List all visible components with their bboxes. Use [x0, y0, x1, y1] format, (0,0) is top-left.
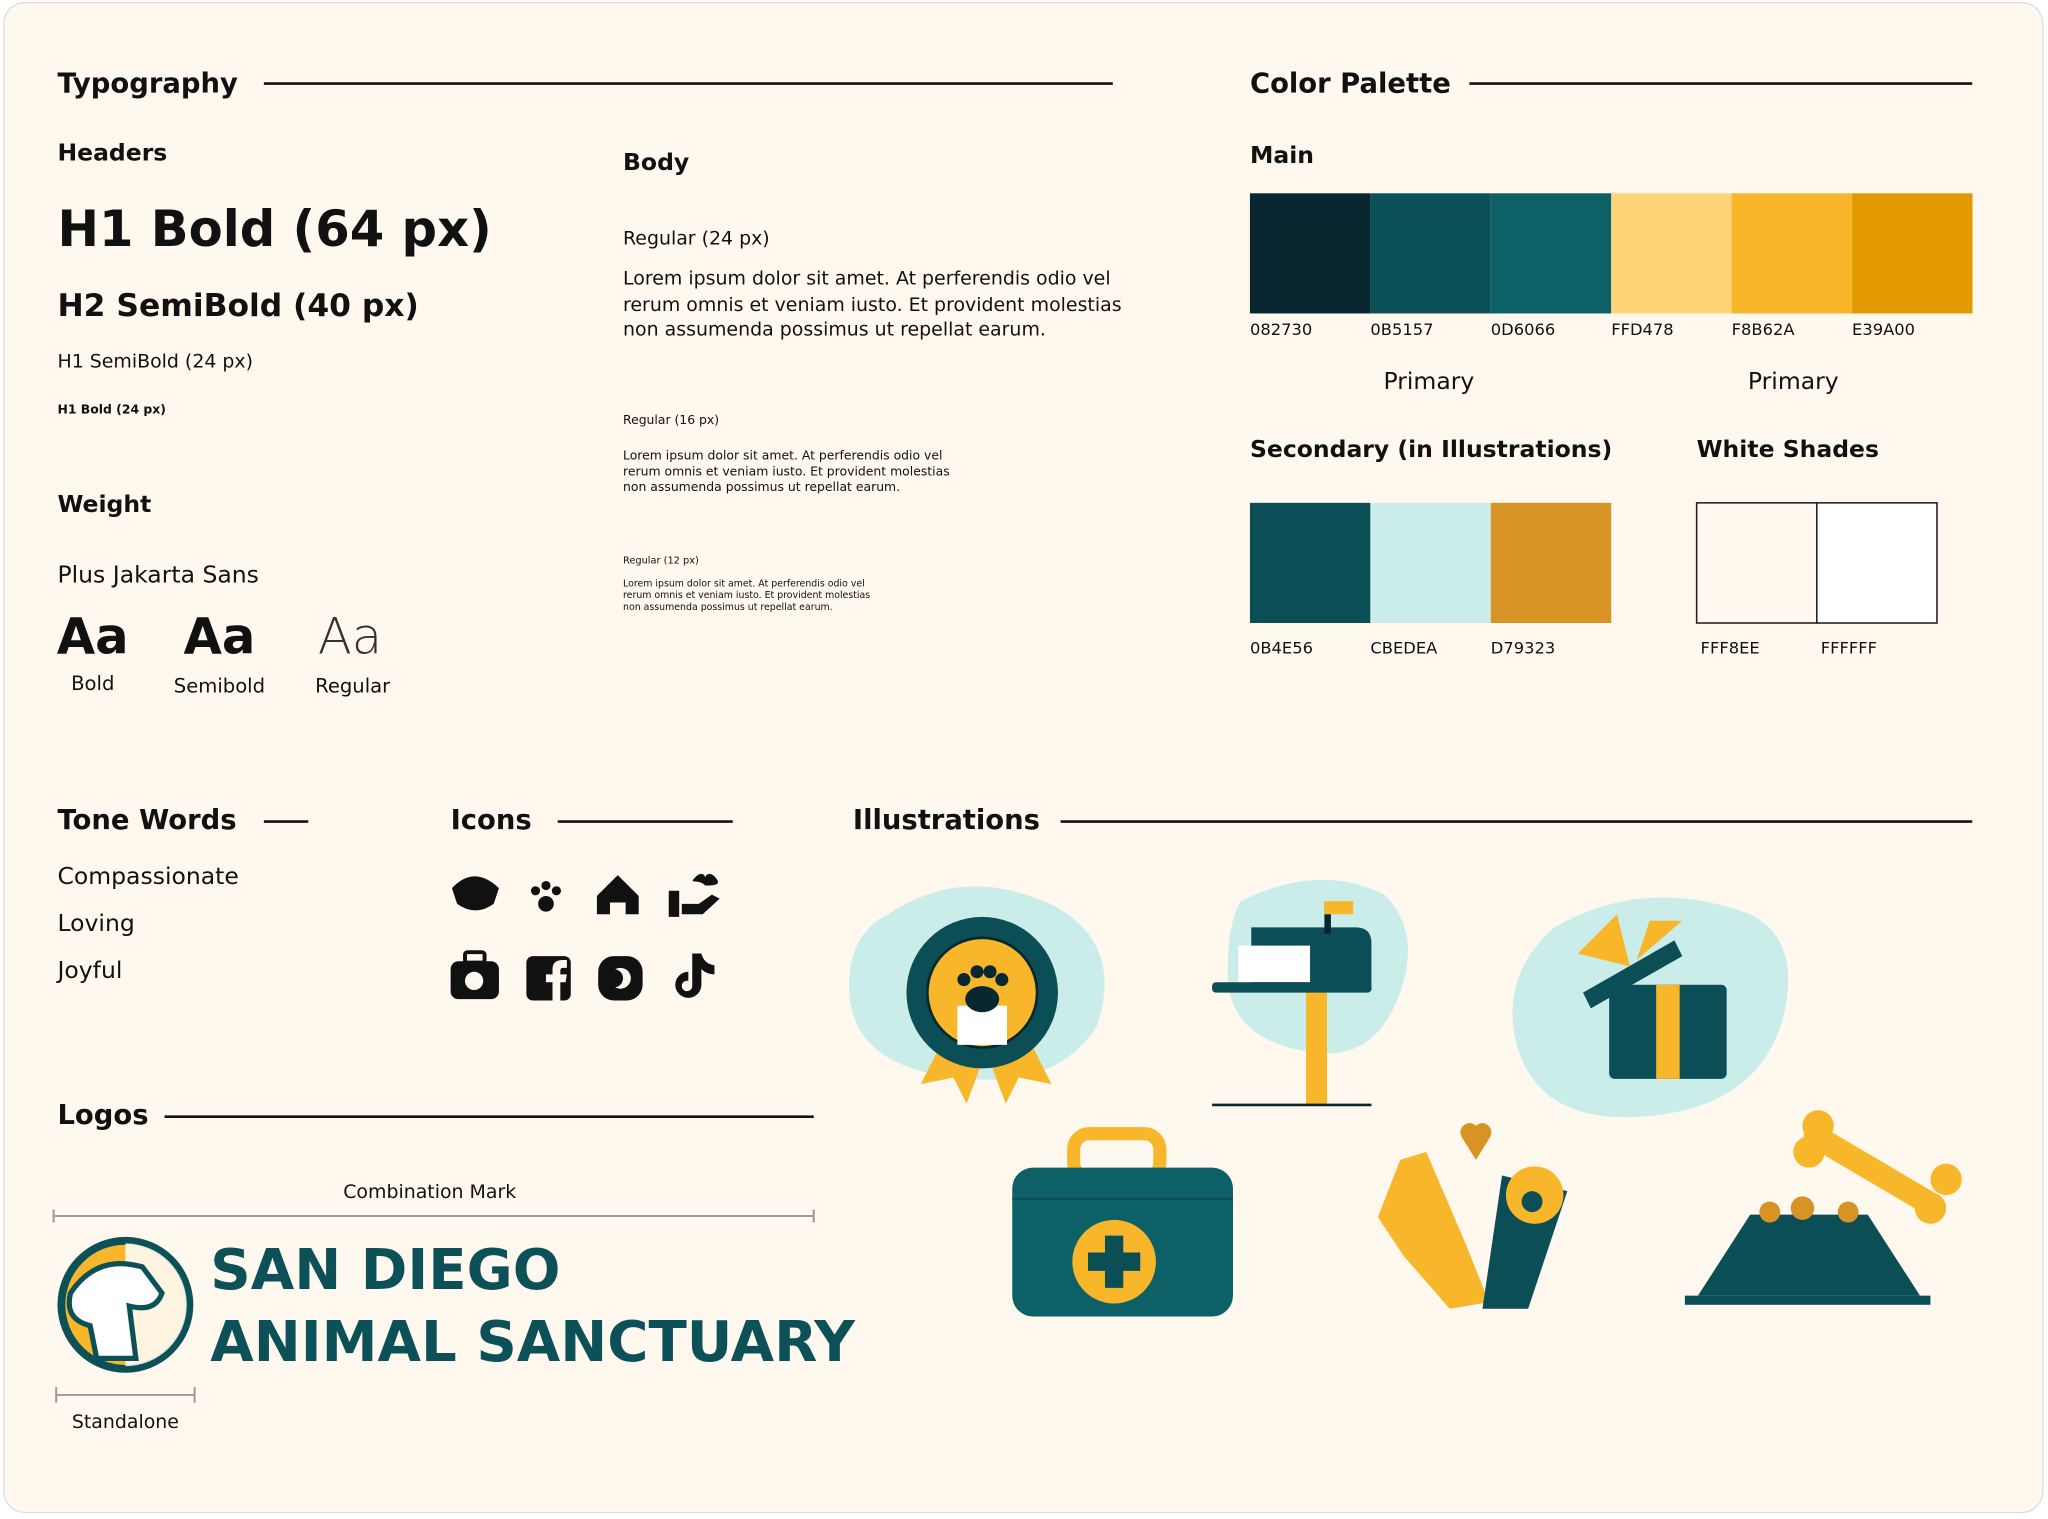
icon-home	[596, 875, 639, 915]
hex-code: 0D6066	[1491, 320, 1555, 339]
sheet-background	[3, 1, 2044, 1514]
swatch	[1249, 193, 1371, 314]
hex-code: E39A00	[1852, 320, 1915, 339]
weight-label: Bold	[71, 672, 114, 695]
swatch	[1490, 193, 1612, 314]
group-label: Primary	[1748, 367, 1839, 395]
swatch	[1370, 502, 1491, 624]
body-text-box: Lorem ipsum dolor sit amet. At perferend…	[623, 577, 871, 614]
weight-label: Regular	[315, 675, 391, 698]
section-title: Tone Words	[57, 805, 236, 836]
swatch	[1490, 502, 1612, 624]
logo-wordmark: ANIMAL SANCTUARY	[210, 1310, 856, 1375]
hex-code: F8B62A	[1732, 320, 1796, 339]
label: White Shades	[1697, 435, 1879, 463]
body-paragraph: Lorem ipsum dolor sit amet. At perferend…	[623, 269, 1122, 342]
weight-glyph: Aa	[57, 607, 129, 665]
swatch	[1695, 502, 1818, 624]
swatch	[1852, 193, 1973, 314]
illustration-medkit	[1012, 1127, 1233, 1317]
weight-glyph: Aa	[318, 607, 382, 665]
icon-care	[668, 873, 720, 917]
icon-paws	[530, 880, 561, 912]
hex-code: 082730	[1250, 320, 1312, 339]
body-paragraph: Lorem ipsum dolor sit amet. At perferend…	[623, 577, 871, 614]
dimension-bracket	[52, 1209, 815, 1223]
logo-mark	[57, 1236, 194, 1373]
tone-word: Compassionate	[57, 862, 238, 890]
label: Main	[1250, 141, 1314, 169]
dimension-bracket	[55, 1387, 196, 1403]
illustration-bowl	[1684, 1110, 1962, 1305]
swatch	[1611, 193, 1732, 314]
illustration-hand-paw	[1377, 1123, 1568, 1309]
body-text-box: Lorem ipsum dolor sit amet. At perferend…	[623, 449, 950, 496]
section-title: Typography	[57, 68, 238, 99]
hex-code: FFFFFF	[1821, 639, 1877, 658]
section-title: Color Palette	[1250, 68, 1451, 99]
icon-set	[450, 873, 720, 1001]
icon-social	[598, 956, 643, 1001]
swatch	[1370, 193, 1491, 314]
logo-wordmark: SAN DIEGO	[210, 1238, 560, 1303]
section-title: Illustrations	[853, 805, 1040, 836]
body-paragraph: Lorem ipsum dolor sit amet. At perferend…	[623, 449, 950, 496]
weight-glyph: Aa	[183, 607, 255, 665]
label: Body	[623, 148, 689, 176]
hex-code: CBEDEA	[1370, 639, 1438, 658]
hex-code: D79323	[1491, 639, 1555, 658]
h2-sample: H2 SemiBold (40 px)	[57, 288, 418, 324]
body-size-label: Regular (12 px)	[623, 555, 699, 566]
swatch	[1249, 502, 1371, 624]
logo-label: Combination Mark	[343, 1181, 516, 1203]
hex-code: FFF8EE	[1701, 639, 1760, 658]
hex-code: 0B5157	[1370, 320, 1433, 339]
body-size-label: Regular (16 px)	[623, 412, 719, 427]
label: Headers	[57, 139, 167, 167]
section-title: Icons	[451, 805, 532, 836]
swatch	[1816, 502, 1938, 624]
h4-sample: H1 Bold (24 px)	[57, 402, 165, 417]
section-title: Logos	[57, 1100, 148, 1131]
weight-label: Semibold	[174, 675, 265, 698]
icon-dog	[451, 876, 499, 911]
label: Secondary (in Illustrations)	[1250, 435, 1612, 463]
swatch-row: 082730 0B5157 0D6066 FFD478 F8B62A E39A00	[1249, 193, 1973, 339]
hex-code: 0B4E56	[1250, 639, 1313, 658]
swatch-row: FFF8EE FFFFFF	[1695, 502, 1938, 658]
icon-facebook	[526, 956, 571, 1001]
swatch	[1731, 193, 1853, 314]
tone-word: Loving	[57, 909, 134, 937]
illustration-mailbox	[1212, 879, 1408, 1107]
label: Weight	[57, 490, 151, 518]
logo-label: Standalone	[72, 1411, 179, 1433]
illustration-badge	[848, 886, 1105, 1104]
body-text-box: Lorem ipsum dolor sit amet. At perferend…	[623, 269, 1122, 342]
tone-word: Joyful	[55, 956, 122, 984]
swatch-row: 0B4E56 CBEDEA D79323	[1249, 502, 1612, 658]
group-label: Primary	[1383, 367, 1474, 395]
h3-sample: H1 SemiBold (24 px)	[57, 350, 253, 372]
body-size-label: Regular (24 px)	[623, 228, 770, 250]
icon-medkit	[450, 950, 499, 1000]
hex-code: FFD478	[1611, 320, 1673, 339]
icon-tiktok	[675, 953, 715, 998]
h1-sample: H1 Bold (64 px)	[57, 200, 491, 258]
font-name: Plus Jakarta Sans	[57, 560, 258, 588]
illustration-gift	[1512, 897, 1789, 1118]
